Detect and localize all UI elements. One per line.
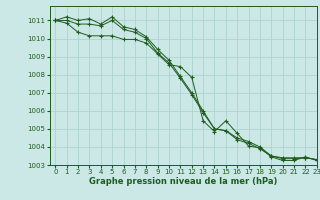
X-axis label: Graphe pression niveau de la mer (hPa): Graphe pression niveau de la mer (hPa) — [89, 177, 277, 186]
